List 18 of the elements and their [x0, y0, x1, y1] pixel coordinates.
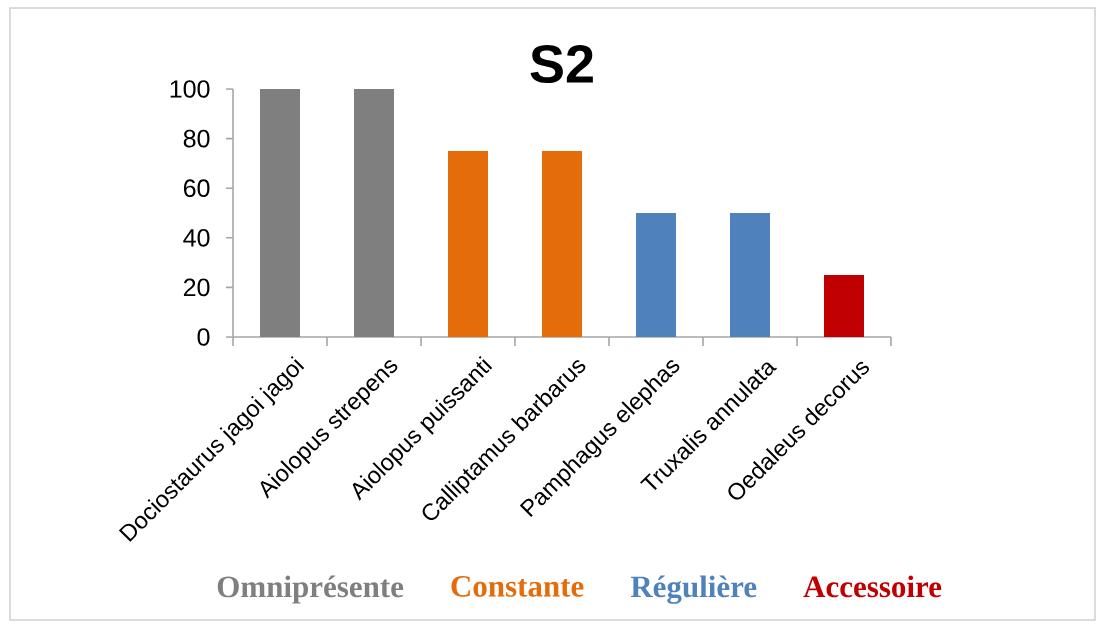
bar: [636, 212, 676, 337]
text: Omniprésente: [217, 575, 404, 604]
text: Accessoire: [803, 575, 942, 598]
bar: [542, 150, 582, 337]
y-tick-label: 0: [197, 328, 210, 346]
text: Constante: [451, 575, 584, 597]
y-tick-label: 40: [183, 228, 210, 247]
text: Régulière: [630, 575, 757, 604]
bar: [260, 88, 301, 337]
bar: [824, 274, 864, 337]
bar: [448, 150, 488, 337]
chart-title: S2: [530, 44, 593, 84]
bar: [730, 212, 770, 337]
y-tick-label: 20: [183, 278, 210, 297]
bar: [354, 88, 395, 337]
y-tick-label: 100: [170, 80, 210, 98]
y-tick-label: 80: [183, 129, 210, 148]
y-tick-label: 60: [183, 179, 210, 198]
